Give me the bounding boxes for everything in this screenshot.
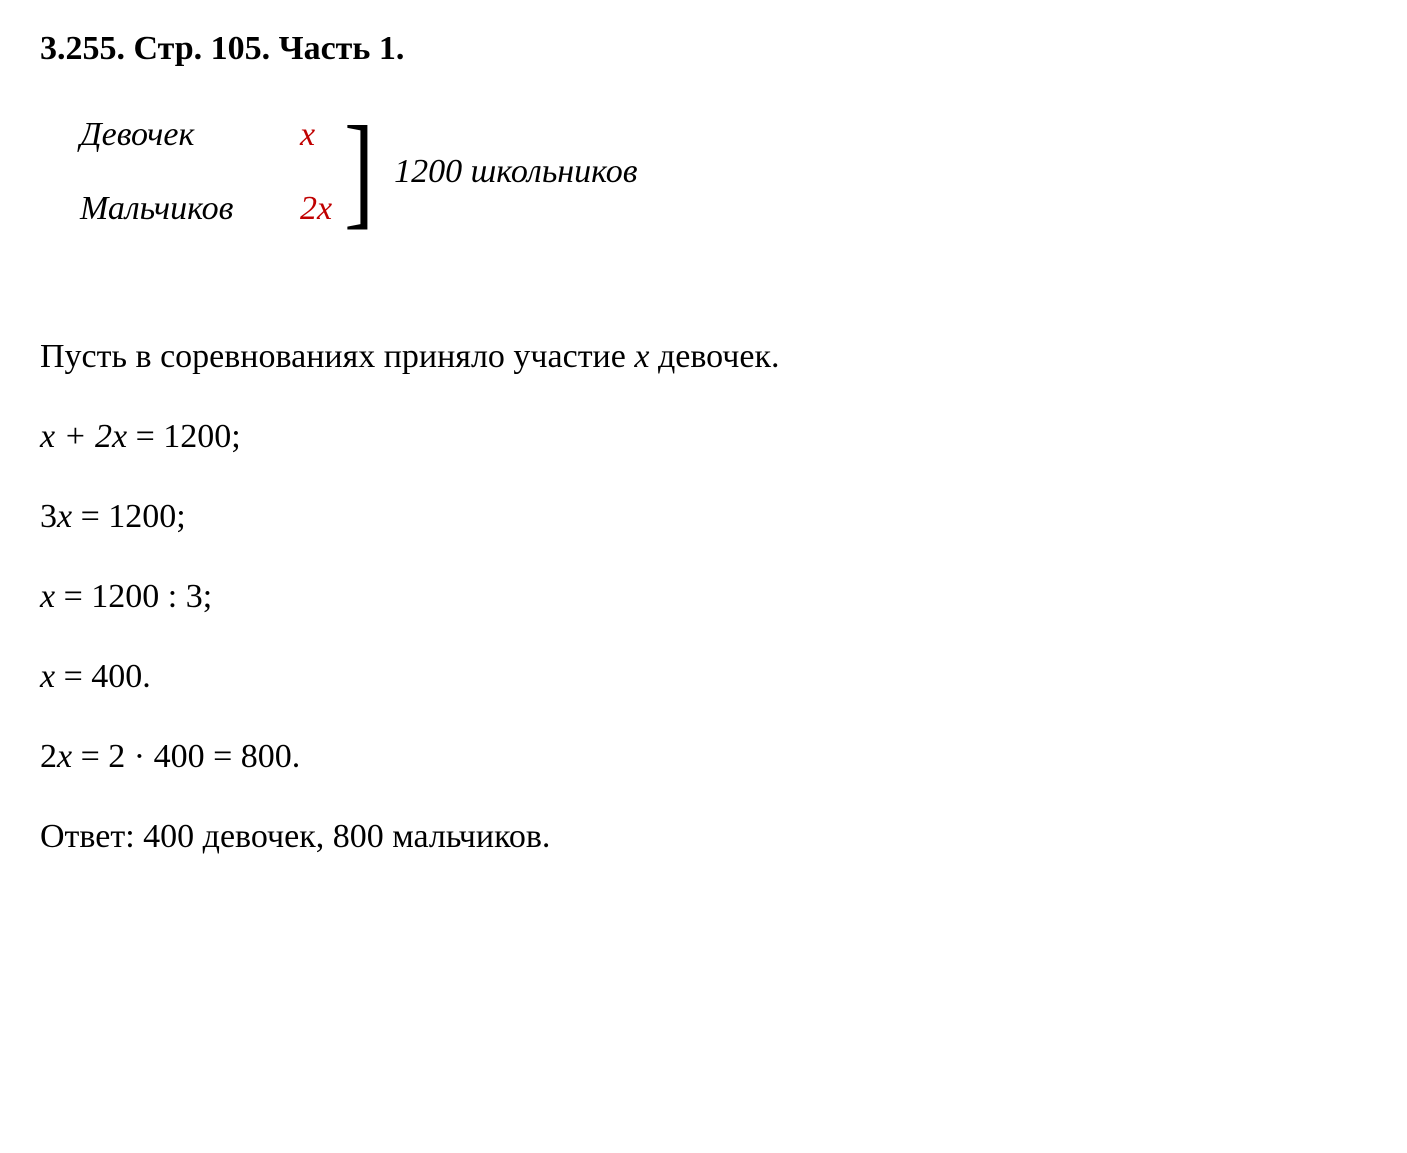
equation-rhs: = 1200; xyxy=(127,418,241,455)
answer-line: Ответ: 400 девочек, 800 мальчиков. xyxy=(40,818,1367,856)
part-number: Часть 1. xyxy=(279,30,405,67)
page-reference: Стр. 105. xyxy=(134,30,271,67)
equation-coef: 3 xyxy=(40,498,57,535)
setup-value-boys: 2x xyxy=(290,190,332,228)
problem-setup: Девочек x Мальчиков 2x ] 1200 школьников xyxy=(80,116,1367,228)
setup-row: Девочек x xyxy=(80,116,332,154)
solution-block: Пусть в соревнованиях приняло участие x … xyxy=(40,338,1367,856)
equation-rhs: = 400. xyxy=(55,658,151,695)
equation-var: x xyxy=(57,738,72,775)
setup-row: Мальчиков 2x xyxy=(80,190,332,228)
equation-line: 2x = 2 · 400 = 800. xyxy=(40,738,1367,776)
problem-header: 3.255. Стр. 105. Часть 1. xyxy=(40,30,1367,68)
bracket-total: 1200 школьников xyxy=(394,153,637,191)
equation-line: x + 2x = 1200; xyxy=(40,418,1367,456)
setup-label-boys: Мальчиков xyxy=(80,190,290,228)
intro-suffix: девочек. xyxy=(649,338,779,375)
equation-var: x xyxy=(57,498,72,535)
solution-intro: Пусть в соревнованиях приняло участие x … xyxy=(40,338,1367,376)
equation-var: x xyxy=(40,658,55,695)
equation-rhs: = 1200 : 3; xyxy=(55,578,212,615)
intro-variable: x xyxy=(634,338,649,375)
equation-coef: 2 xyxy=(40,738,57,775)
answer-text: 400 девочек, 800 мальчиков. xyxy=(135,818,551,855)
bracket-icon: ] xyxy=(344,109,374,235)
equation-tail: = 2 · 400 = 800. xyxy=(72,738,300,775)
equation-var: x xyxy=(40,578,55,615)
answer-label: Ответ: xyxy=(40,818,135,855)
setup-table: Девочек x Мальчиков 2x xyxy=(80,116,332,228)
equation-tail: = 1200; xyxy=(72,498,186,535)
equation-line: 3x = 1200; xyxy=(40,498,1367,536)
equation-line: x = 400. xyxy=(40,658,1367,696)
setup-value-girls: x xyxy=(290,116,315,154)
intro-prefix: Пусть в соревнованиях приняло участие xyxy=(40,338,634,375)
equation-line: x = 1200 : 3; xyxy=(40,578,1367,616)
setup-label-girls: Девочек xyxy=(80,116,290,154)
problem-number: 3.255. xyxy=(40,30,125,67)
equation-lhs: x + 2x xyxy=(40,418,127,455)
